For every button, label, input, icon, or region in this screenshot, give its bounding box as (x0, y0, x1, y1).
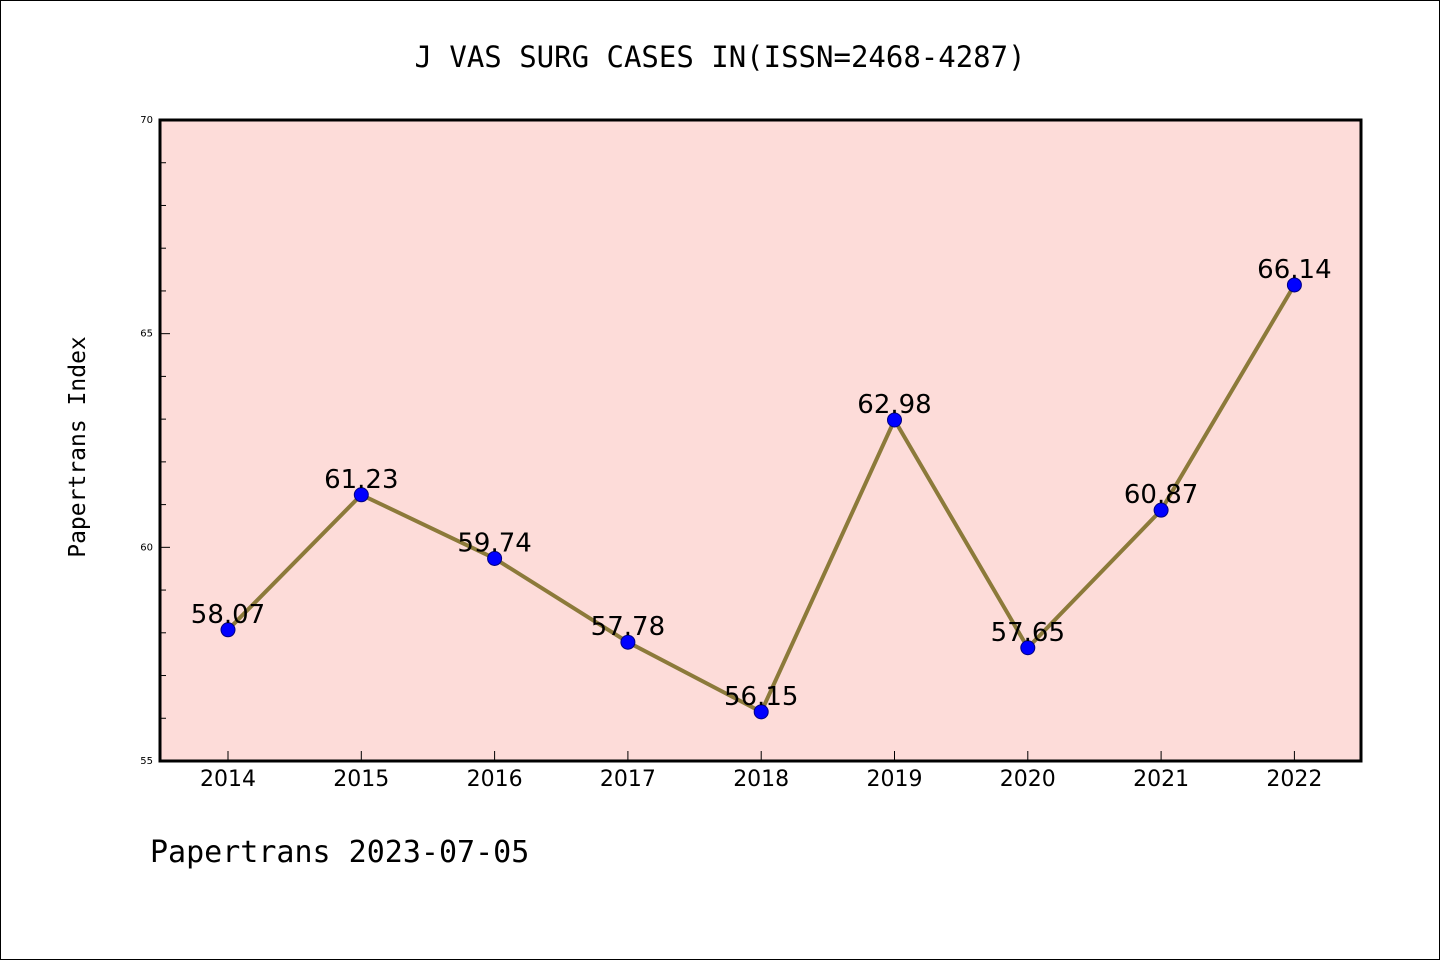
data-point (620, 634, 636, 650)
data-point (1153, 502, 1169, 518)
y-axis-ticks: 55 60 65 70 (140, 115, 170, 767)
data-point (1286, 277, 1302, 293)
x-tick-label: 2016 (467, 767, 523, 792)
data-point (1020, 640, 1036, 656)
data-point (487, 550, 503, 566)
y-axis-title: Papertrans Index (65, 336, 91, 558)
data-markers (220, 277, 1302, 720)
data-label: 57.78 (591, 612, 665, 642)
data-label: 61.23 (324, 465, 398, 495)
data-label: 62.98 (857, 390, 931, 420)
data-point (753, 704, 769, 720)
data-label: 59.74 (457, 528, 531, 558)
x-tick-label: 2014 (200, 767, 256, 792)
data-label: 57.65 (991, 618, 1065, 648)
x-tick-label: 2019 (867, 767, 923, 792)
data-label: 56.15 (724, 682, 798, 712)
x-tick-label: 2018 (733, 767, 789, 792)
x-tick-label: 2015 (333, 767, 389, 792)
x-tick-label: 2022 (1266, 767, 1322, 792)
x-tick-label: 2021 (1133, 767, 1189, 792)
data-labels: 58.07 61.23 59.74 57.78 56.15 62.98 57.65 60.87… (191, 255, 1332, 712)
data-point (353, 487, 369, 503)
x-tick-label: 2020 (1000, 767, 1056, 792)
x-tick-label: 2017 (600, 767, 656, 792)
data-label: 58.07 (191, 600, 265, 630)
data-label: 66.14 (1257, 255, 1331, 285)
plot-area (158, 118, 1363, 763)
chart-title: J VAS SURG CASES IN(ISSN=2468-4287) (414, 40, 1025, 74)
y-tick-label: 70 (140, 115, 153, 126)
y-tick-label: 55 (140, 756, 153, 767)
data-label: 60.87 (1124, 480, 1198, 510)
data-point (220, 622, 236, 638)
y-tick-label: 65 (140, 329, 153, 340)
x-axis-ticks: 2014 2015 2016 2017 2018 2019 2020 2021 2022 (200, 751, 1322, 792)
y-tick-label: 60 (140, 542, 153, 553)
data-point (887, 412, 902, 428)
footer-date-text: Papertrans 2023-07-05 (150, 835, 530, 870)
